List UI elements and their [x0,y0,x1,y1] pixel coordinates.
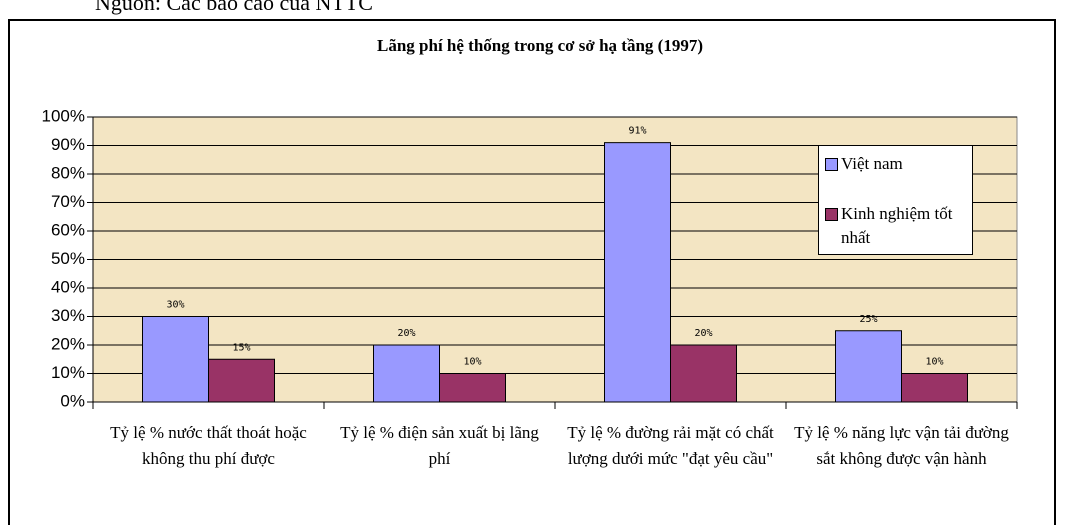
y-tick-label: 70% [51,192,85,211]
legend-label: Việt nam [841,154,903,173]
bar [373,344,440,403]
bar [439,373,506,403]
bar [208,358,275,403]
y-tick-label: 10% [51,363,85,382]
chart-title: Lãng phí hệ thống trong cơ sở hạ tầng (1… [377,36,703,55]
x-tick-label: Tỷ lệ % đường rải mặt có chất lượng dưới… [567,423,774,468]
y-tick-label: 0% [60,391,85,410]
y-tick-label: 30% [51,306,85,325]
bar [142,316,209,403]
y-tick-label: 20% [51,334,85,353]
bar [670,344,737,403]
data-label: 30% [166,300,184,311]
legend-swatch [825,208,838,221]
y-tick-label: 80% [51,163,85,182]
y-tick-label: 60% [51,220,85,239]
data-label: 91% [628,126,646,137]
legend-label: Kinh nghiệm tốt nhất [841,204,953,247]
y-tick-label: 50% [51,249,85,268]
bar [835,330,902,403]
y-tick-label: 90% [51,135,85,154]
legend-item: Việt nam [825,152,970,176]
data-label: 20% [397,328,415,339]
y-tick-label: 40% [51,277,85,296]
legend-item: Kinh nghiệm tốt nhất [825,202,970,250]
data-label: 10% [925,357,943,368]
legend-swatch [825,158,838,171]
data-label: 20% [694,328,712,339]
data-label: 10% [463,357,481,368]
data-label: 15% [232,342,250,353]
data-label: 25% [859,314,877,325]
source-note: Nguồn: Các báo cáo của NTTC [95,0,373,15]
x-tick-label: Tỷ lệ % năng lực vận tải đường sắt không… [794,423,1009,468]
x-tick-label: Tỷ lệ % nước thất thoát hoặc không thu p… [110,423,307,468]
bar [901,373,968,403]
y-tick-label: 100% [42,106,85,125]
legend: Việt nam Kinh nghiệm tốt nhất [818,145,973,255]
x-tick-label: Tỷ lệ % điện sản xuất bị lãng phí [340,423,539,468]
bar [604,142,671,403]
